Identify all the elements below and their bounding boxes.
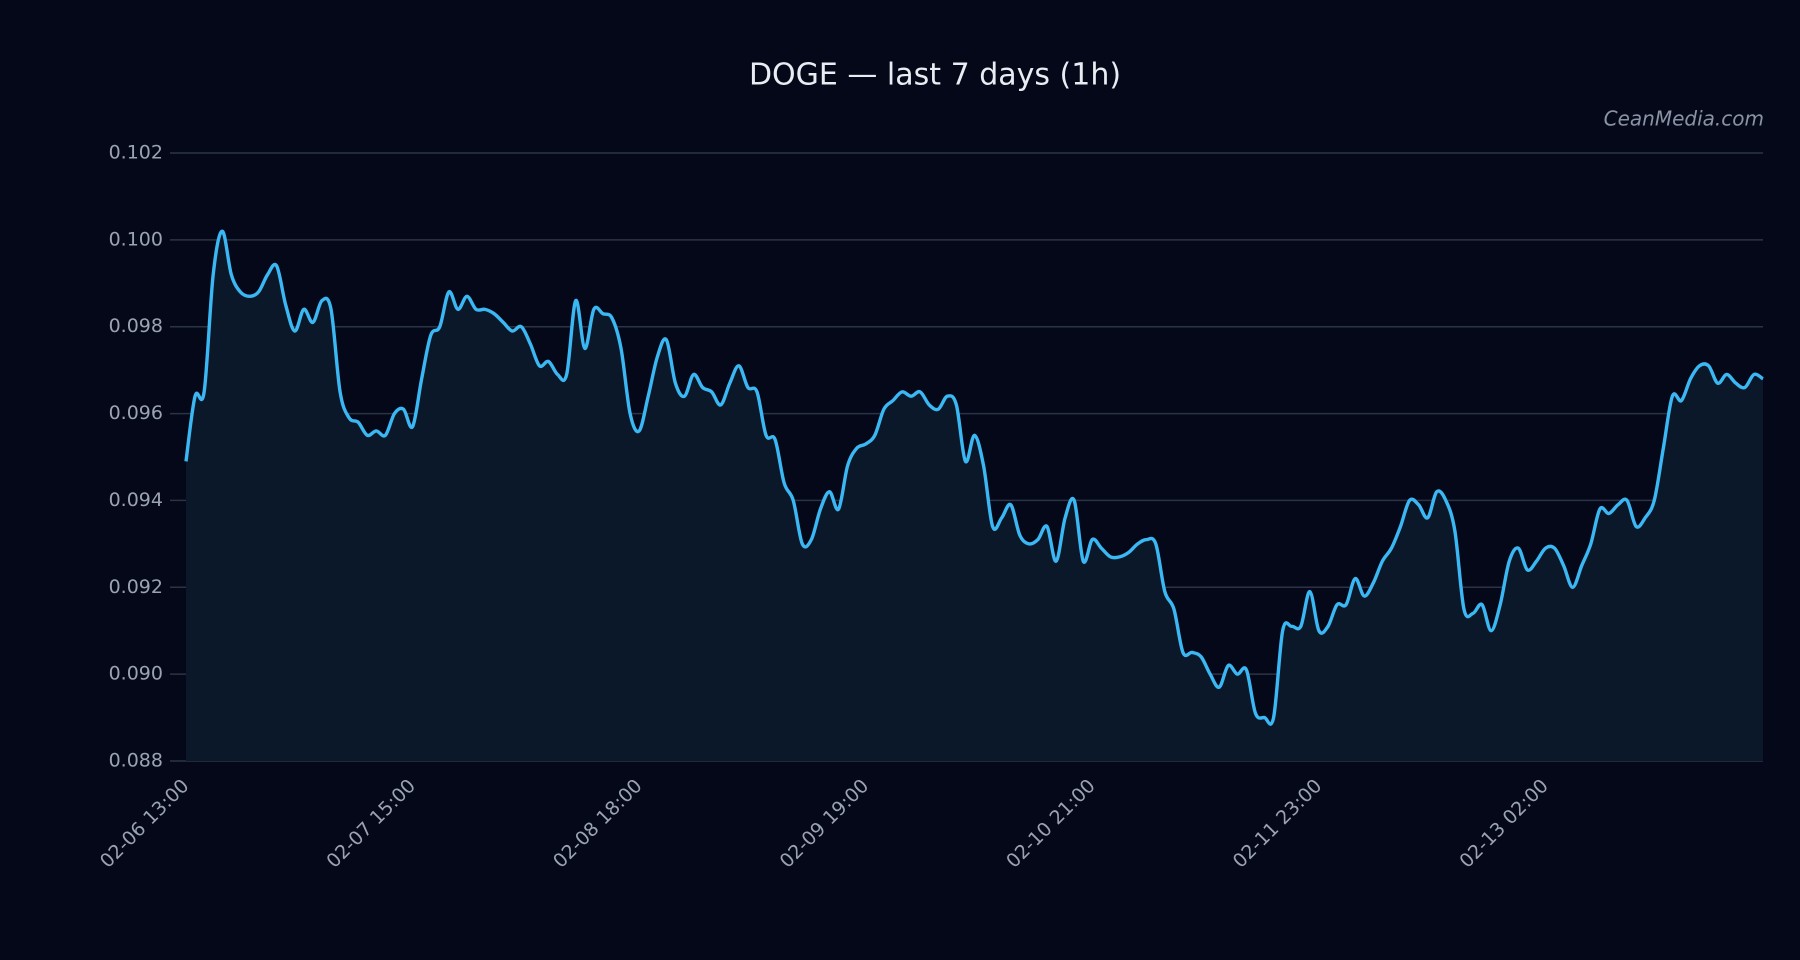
y-tick-label: 0.096 xyxy=(109,402,163,424)
line xyxy=(184,229,1764,726)
y-tick-label: 0.090 xyxy=(109,663,163,685)
y-tick-label: 0.094 xyxy=(109,489,163,511)
area xyxy=(186,231,1763,761)
y-tick-label: 0.102 xyxy=(109,142,163,164)
watermark: CeanMedia.com xyxy=(1604,107,1764,131)
y-tick-label: 0.088 xyxy=(109,750,163,772)
y-tick-label: 0.100 xyxy=(109,228,163,250)
chart-title: DOGE — last 7 days (1h) xyxy=(749,58,1121,93)
y-tick-label: 0.092 xyxy=(109,576,163,598)
y-tick-label: 0.098 xyxy=(109,315,163,337)
